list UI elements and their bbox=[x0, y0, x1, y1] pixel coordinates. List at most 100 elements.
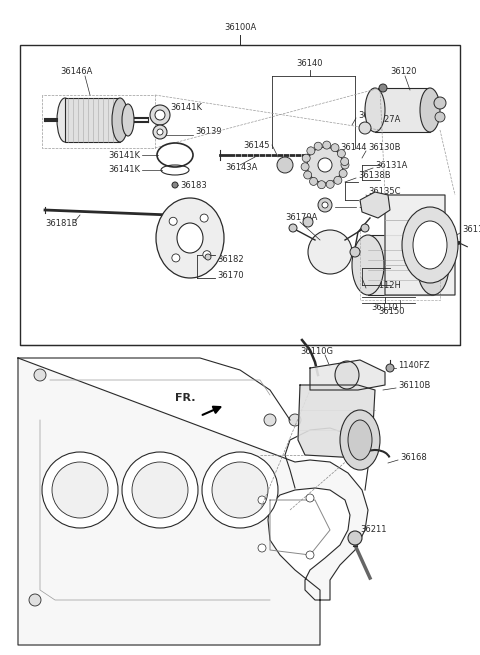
Circle shape bbox=[379, 84, 387, 92]
Text: 36168: 36168 bbox=[400, 453, 427, 462]
Polygon shape bbox=[18, 358, 368, 645]
Circle shape bbox=[203, 251, 211, 259]
Circle shape bbox=[157, 129, 163, 135]
Circle shape bbox=[322, 202, 328, 208]
Circle shape bbox=[169, 217, 177, 225]
Circle shape bbox=[318, 181, 325, 189]
Circle shape bbox=[301, 162, 309, 171]
Polygon shape bbox=[298, 385, 375, 458]
Text: 36141K: 36141K bbox=[170, 102, 202, 111]
Text: 36110B: 36110B bbox=[398, 381, 431, 390]
Circle shape bbox=[307, 147, 315, 155]
Circle shape bbox=[339, 170, 347, 178]
Circle shape bbox=[386, 364, 394, 372]
Circle shape bbox=[150, 105, 170, 125]
Circle shape bbox=[310, 178, 318, 185]
Polygon shape bbox=[310, 360, 385, 390]
Circle shape bbox=[350, 247, 360, 257]
Circle shape bbox=[155, 110, 165, 120]
Circle shape bbox=[303, 217, 313, 227]
Circle shape bbox=[361, 224, 369, 232]
Polygon shape bbox=[360, 192, 390, 218]
Text: 36170: 36170 bbox=[217, 272, 244, 280]
Text: 36144: 36144 bbox=[340, 143, 367, 153]
Circle shape bbox=[153, 125, 167, 139]
Circle shape bbox=[341, 161, 349, 169]
Circle shape bbox=[334, 176, 342, 184]
Circle shape bbox=[304, 171, 312, 179]
Circle shape bbox=[318, 158, 332, 172]
Text: 36130B: 36130B bbox=[368, 143, 400, 153]
Circle shape bbox=[341, 157, 348, 166]
Circle shape bbox=[258, 544, 266, 552]
Ellipse shape bbox=[352, 235, 384, 295]
Text: FR.: FR. bbox=[175, 393, 195, 403]
Text: 36211: 36211 bbox=[360, 525, 386, 534]
Circle shape bbox=[359, 122, 371, 134]
Text: 36112H: 36112H bbox=[368, 280, 401, 290]
Circle shape bbox=[302, 154, 310, 162]
Text: 36145: 36145 bbox=[243, 141, 270, 149]
Text: 36120: 36120 bbox=[390, 67, 417, 77]
Ellipse shape bbox=[365, 88, 385, 132]
Circle shape bbox=[34, 369, 46, 381]
Text: 36137A: 36137A bbox=[358, 200, 391, 210]
Ellipse shape bbox=[122, 104, 134, 136]
Text: 36141K: 36141K bbox=[108, 151, 140, 160]
Circle shape bbox=[212, 462, 268, 518]
Text: 36170A: 36170A bbox=[285, 214, 317, 223]
Circle shape bbox=[200, 214, 208, 222]
Ellipse shape bbox=[417, 235, 449, 295]
Circle shape bbox=[52, 462, 108, 518]
Text: 36146A: 36146A bbox=[60, 67, 92, 77]
Circle shape bbox=[348, 531, 362, 545]
Circle shape bbox=[289, 224, 297, 232]
Text: 36139: 36139 bbox=[195, 128, 222, 136]
Text: 36183: 36183 bbox=[180, 181, 207, 189]
Text: 36110G: 36110G bbox=[300, 348, 333, 356]
Ellipse shape bbox=[420, 88, 440, 132]
Text: 36127A: 36127A bbox=[368, 115, 400, 124]
Circle shape bbox=[318, 198, 332, 212]
Ellipse shape bbox=[177, 223, 203, 253]
Circle shape bbox=[323, 141, 331, 149]
Ellipse shape bbox=[402, 207, 458, 283]
Circle shape bbox=[202, 452, 278, 528]
Circle shape bbox=[122, 452, 198, 528]
Circle shape bbox=[289, 414, 301, 426]
Bar bbox=[65, 98, 120, 142]
Ellipse shape bbox=[413, 221, 447, 269]
Ellipse shape bbox=[348, 420, 372, 460]
Circle shape bbox=[306, 551, 314, 559]
Circle shape bbox=[434, 97, 446, 109]
Text: 1140FZ: 1140FZ bbox=[398, 360, 430, 369]
Circle shape bbox=[277, 157, 293, 173]
Text: 36102: 36102 bbox=[358, 111, 384, 119]
Circle shape bbox=[42, 452, 118, 528]
Circle shape bbox=[172, 182, 178, 188]
Text: 36131A: 36131A bbox=[375, 160, 408, 170]
Circle shape bbox=[307, 147, 343, 183]
Circle shape bbox=[326, 180, 334, 189]
Ellipse shape bbox=[57, 98, 73, 142]
Text: 36140: 36140 bbox=[297, 60, 323, 69]
Circle shape bbox=[264, 414, 276, 426]
Circle shape bbox=[172, 254, 180, 262]
Circle shape bbox=[205, 254, 211, 260]
Bar bbox=[368, 235, 433, 295]
Circle shape bbox=[331, 143, 339, 152]
Circle shape bbox=[29, 594, 41, 606]
Text: 36182: 36182 bbox=[217, 255, 244, 265]
Ellipse shape bbox=[340, 410, 380, 470]
Polygon shape bbox=[385, 195, 455, 295]
Text: 36114E: 36114E bbox=[462, 225, 480, 234]
Text: 36135C: 36135C bbox=[368, 187, 400, 196]
Circle shape bbox=[132, 462, 188, 518]
Ellipse shape bbox=[112, 98, 128, 142]
Text: 36100A: 36100A bbox=[224, 24, 256, 33]
Bar bbox=[20, 45, 460, 345]
Ellipse shape bbox=[308, 230, 352, 274]
Bar bbox=[375, 88, 430, 132]
Circle shape bbox=[314, 142, 322, 150]
Text: 36110: 36110 bbox=[372, 303, 398, 312]
